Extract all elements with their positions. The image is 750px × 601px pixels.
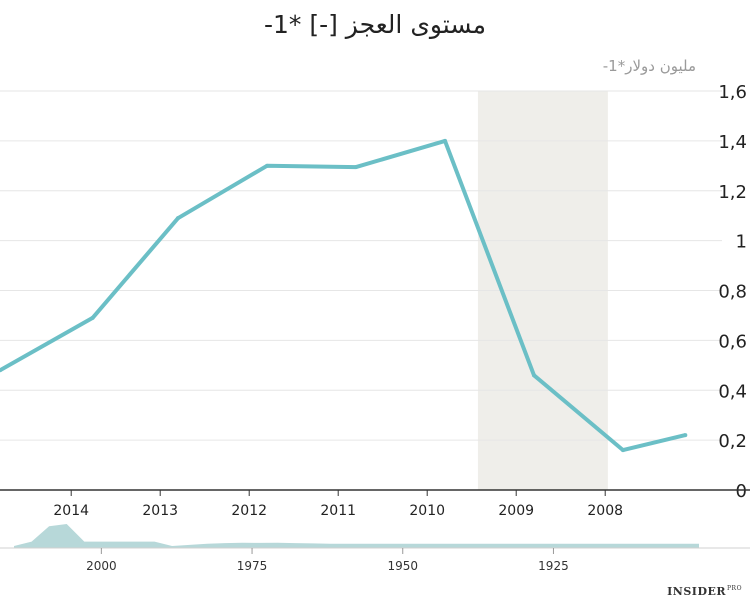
data-point [443, 138, 447, 143]
x-axis-layer: 2014 2013 2012 2011 2010 2009 2008 [0, 489, 750, 519]
x-tick-label: 2009 [498, 503, 534, 519]
data-point [683, 433, 688, 438]
range-overview-layer: 2000 1975 1950 1925 [0, 524, 750, 573]
series-layer [0, 138, 688, 453]
chart-title: مستوى العجز [-] *1- [263, 10, 487, 39]
data-point [532, 373, 536, 378]
data-point [621, 448, 625, 453]
gridlines-layer [0, 90, 722, 441]
x-tick-label: 2014 [53, 503, 89, 519]
brand-logo: INSIDERPRO [667, 585, 742, 598]
data-point [354, 165, 358, 170]
y-tick-label: 0,6 [718, 331, 747, 352]
overview-tick-label: 1925 [538, 559, 569, 573]
y-tick-label: 1,4 [718, 132, 747, 153]
overview-tick-label: 2000 [86, 559, 117, 573]
brand-suffix: PRO [727, 585, 742, 593]
x-tick-label: 2010 [409, 503, 445, 519]
y-tick-label: 1,6 [718, 82, 747, 103]
data-point [0, 368, 2, 373]
y-tick-labels-layer: 0 0,2 0,4 0,6 0,8 1 1,2 1,4 1,6 [718, 82, 747, 502]
data-point [265, 163, 269, 168]
y-tick-label: 0,4 [718, 381, 747, 402]
overview-tick-label: 1950 [387, 559, 418, 573]
overview-tick-label: 1975 [237, 559, 268, 573]
y-tick-label: 0,2 [718, 431, 747, 452]
y-tick-label: 1,2 [718, 182, 747, 203]
y-axis-unit-label: مليون دولار*1- [602, 57, 696, 75]
x-tick-label: 2011 [320, 503, 356, 519]
x-tick-label: 2013 [142, 503, 178, 519]
overview-area [14, 524, 699, 548]
brand-name: INSIDER [667, 585, 727, 598]
x-tick-label: 2008 [587, 503, 623, 519]
data-point [176, 216, 180, 221]
x-tick-label: 2012 [231, 503, 267, 519]
y-tick-label: 0,8 [718, 282, 747, 303]
y-tick-label: 0 [736, 481, 747, 502]
y-tick-label: 1 [736, 232, 747, 253]
data-point [90, 315, 95, 320]
